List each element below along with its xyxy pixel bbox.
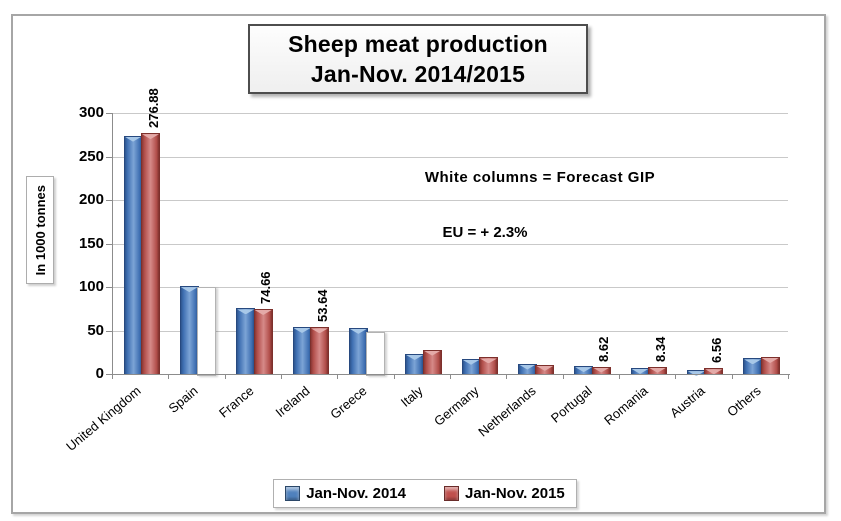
bar-2015-italy bbox=[422, 349, 442, 375]
bar-2014-spain bbox=[179, 286, 199, 375]
gridline-50 bbox=[112, 330, 788, 332]
chart-title-line2: Jan-Nov. 2014/2015 bbox=[310, 61, 526, 87]
y-tick-label-100: 100 bbox=[78, 278, 104, 295]
bar-2015-united-kingdom bbox=[141, 133, 160, 375]
bar-2014-italy bbox=[405, 353, 425, 375]
y-tick-label-50: 50 bbox=[87, 321, 104, 339]
gridline-250 bbox=[112, 156, 788, 158]
y-axis-line bbox=[112, 113, 113, 375]
x-tick-mark bbox=[112, 374, 113, 379]
bar-2014-ireland bbox=[292, 327, 312, 375]
bar-2014-germany bbox=[461, 358, 481, 375]
chart-title-line1: Sheep meat production bbox=[288, 31, 548, 57]
y-tick-label-300: 300 bbox=[78, 104, 104, 121]
y-tick-label-200: 200 bbox=[78, 191, 104, 208]
legend-item-2014: Jan-Nov. 2014 bbox=[285, 485, 406, 502]
eu-growth-note: EU = + 2.3% bbox=[442, 224, 528, 241]
legend-label-2015: Jan-Nov. 2015 bbox=[465, 485, 565, 502]
x-tick-mark bbox=[450, 374, 451, 379]
bar-2015-others bbox=[760, 357, 780, 375]
gridline-150 bbox=[112, 243, 788, 245]
bar-2015-romania bbox=[648, 366, 667, 375]
bar-2014-others bbox=[743, 358, 763, 375]
value-label-united-kingdom: 276.88 bbox=[145, 88, 161, 129]
x-tick-mark bbox=[224, 374, 226, 379]
legend: Jan-Nov. 2014 Jan-Nov. 2015 bbox=[273, 479, 577, 508]
x-tick-mark bbox=[506, 374, 508, 379]
x-tick-mark bbox=[393, 374, 395, 379]
value-label-austria: 6.56 bbox=[708, 337, 724, 364]
x-axis-line bbox=[112, 374, 790, 375]
x-tick-mark bbox=[788, 374, 789, 379]
bar-2015-ireland bbox=[310, 327, 329, 375]
bar-2014-greece bbox=[348, 327, 368, 375]
x-tick-mark bbox=[731, 374, 733, 379]
x-tick-mark bbox=[281, 374, 282, 379]
bar-2015-germany bbox=[479, 357, 498, 375]
bar-forecast-2015-spain bbox=[197, 287, 217, 376]
y-tick-mark bbox=[106, 156, 112, 158]
chart-title-box: Sheep meat production Jan-Nov. 2014/2015 bbox=[248, 24, 588, 94]
y-tick-mark bbox=[106, 330, 112, 332]
gridline-100 bbox=[112, 287, 788, 288]
bar-2015-portugal bbox=[591, 366, 611, 375]
value-label-romania: 8.34 bbox=[652, 336, 668, 362]
x-tick-mark bbox=[168, 374, 170, 379]
bar-forecast-2015-greece bbox=[366, 332, 386, 376]
y-tick-label-0: 0 bbox=[95, 365, 104, 382]
gridline-200 bbox=[112, 200, 788, 201]
x-tick-mark bbox=[675, 374, 677, 379]
y-tick-mark bbox=[106, 243, 112, 245]
x-tick-mark bbox=[337, 374, 339, 379]
value-label-portugal: 8.62 bbox=[596, 336, 612, 362]
y-tick-mark bbox=[106, 374, 112, 375]
x-tick-mark bbox=[562, 374, 564, 379]
y-tick-label-150: 150 bbox=[78, 234, 104, 252]
legend-label-2014: Jan-Nov. 2014 bbox=[306, 485, 406, 502]
y-axis-label: In 1000 tonnes bbox=[32, 184, 48, 276]
bar-2014-united-kingdom bbox=[123, 135, 143, 375]
value-label-ireland: 53.64 bbox=[314, 289, 330, 323]
legend-swatch-2015-icon bbox=[444, 486, 459, 501]
x-tick-mark bbox=[619, 374, 620, 379]
forecast-note: White columns = Forecast GIP bbox=[424, 169, 656, 186]
plot-area bbox=[112, 113, 788, 376]
bar-2015-france bbox=[253, 309, 273, 375]
bar-2014-france bbox=[236, 308, 256, 375]
y-tick-mark bbox=[106, 113, 112, 114]
legend-swatch-2014-icon bbox=[285, 486, 301, 501]
value-label-france: 74.66 bbox=[258, 271, 274, 305]
y-tick-label-250: 250 bbox=[78, 147, 104, 165]
y-axis-label-box: In 1000 tonnes bbox=[26, 176, 54, 284]
bar-2015-netherlands bbox=[535, 364, 555, 375]
bar-2015-austria bbox=[704, 368, 724, 375]
y-tick-mark bbox=[106, 287, 112, 288]
y-tick-mark bbox=[106, 200, 112, 201]
gridline-300 bbox=[112, 113, 788, 114]
legend-item-2015: Jan-Nov. 2015 bbox=[444, 485, 565, 502]
